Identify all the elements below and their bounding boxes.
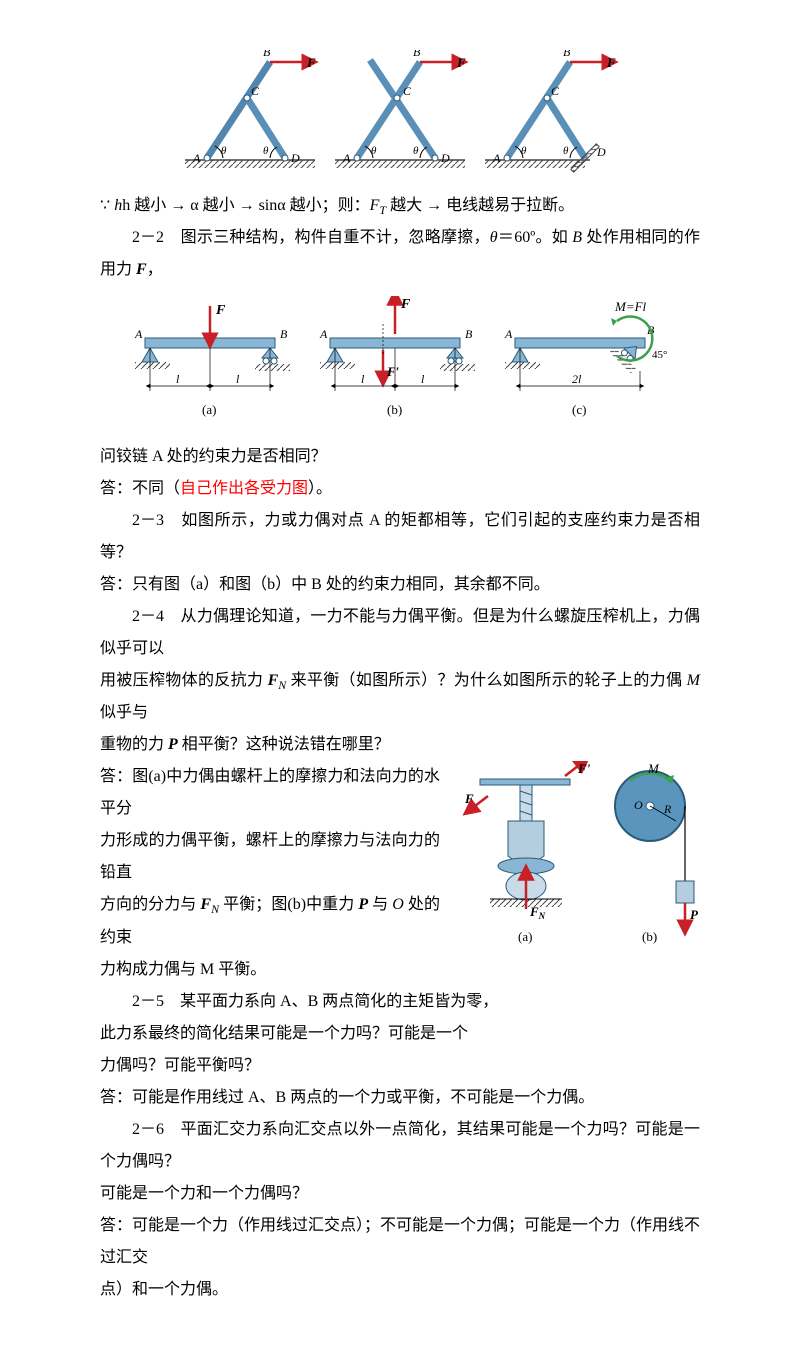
svg-text:θ: θ xyxy=(221,145,227,157)
q-2-2: 2－2 图示三种结构，构件自重不计，忽略摩擦，θ＝60º。如 B 处作用相同的作… xyxy=(100,222,700,286)
q-2-5-l1: 2－5 某平面力系向 A、B 两点简化的主矩皆为零， xyxy=(100,986,700,1018)
q-2-6-l2: 可能是一个力和一个力偶吗？ xyxy=(100,1178,700,1210)
svg-text:R: R xyxy=(663,802,672,816)
a-2-6-l1: 答：可能是一个力（作用线过汇交点）；不可能是一个力偶；可能是一个力（作用线不过汇… xyxy=(100,1210,700,1274)
a-2-3: 答：只有图（a）和图（b）中 B 处的约束力相同，其余都不同。 xyxy=(100,569,700,601)
svg-text:l: l xyxy=(361,372,365,386)
svg-text:F: F xyxy=(464,791,474,806)
q-2-5-l2: 此力系最终的简化结果可能是一个力吗？可能是一个 xyxy=(100,1018,700,1050)
svg-text:C: C xyxy=(251,84,260,98)
svg-text:l: l xyxy=(176,372,180,386)
svg-text:F′: F′ xyxy=(386,364,400,379)
svg-text:D: D xyxy=(290,151,300,165)
line-h-alpha: ∵ hh 越小 → α 越小 → sinα 越小；则：FT 越大 → 电线越易于… xyxy=(100,190,700,222)
svg-text:P: P xyxy=(690,907,699,922)
figure-2-4: F F' FN (a) O R M P (b) xyxy=(450,761,700,963)
svg-text:C: C xyxy=(551,84,560,98)
svg-text:A: A xyxy=(192,151,201,165)
svg-text:B: B xyxy=(563,50,571,59)
figure-2-3: A B F l l (a) A B F F′ xyxy=(100,296,700,431)
svg-text:l: l xyxy=(236,372,240,386)
svg-text:θ: θ xyxy=(521,145,527,157)
svg-text:A: A xyxy=(319,327,328,341)
svg-text:A: A xyxy=(134,327,143,341)
svg-text:B: B xyxy=(280,327,288,341)
svg-text:θ: θ xyxy=(371,145,377,157)
svg-text:l: l xyxy=(421,372,425,386)
q-2-2-tail: 问铰链 A 处的约束力是否相同？ xyxy=(100,441,700,473)
svg-text:M: M xyxy=(647,761,660,776)
svg-text:(b): (b) xyxy=(642,929,657,944)
svg-text:M=Fl: M=Fl xyxy=(614,299,647,314)
svg-text:D: D xyxy=(440,151,450,165)
svg-text:(a): (a) xyxy=(518,929,532,944)
svg-text:D: D xyxy=(596,145,606,159)
svg-text:O: O xyxy=(634,798,643,812)
svg-text:(b): (b) xyxy=(387,402,402,417)
svg-text:2l: 2l xyxy=(572,372,582,386)
svg-text:B: B xyxy=(413,50,421,59)
svg-text:θ: θ xyxy=(563,145,569,157)
a-2-2: 答：不同（自己作出各受力图）。 xyxy=(100,473,700,505)
svg-text:(a): (a) xyxy=(202,402,216,417)
svg-text:A: A xyxy=(342,151,351,165)
svg-text:θ: θ xyxy=(263,145,269,157)
q-2-4-l1: 2－4 从力偶理论知道，一力不能与力偶平衡。但是为什么螺旋压榨机上，力偶似乎可以 xyxy=(100,601,700,665)
svg-text:F: F xyxy=(606,55,616,70)
svg-text:A: A xyxy=(492,151,501,165)
q-2-4-l3: 重物的力 P 相平衡？这种说法错在哪里？ xyxy=(100,729,700,761)
svg-text:F': F' xyxy=(577,761,591,776)
a-2-6-l2: 点）和一个力偶。 xyxy=(100,1274,700,1306)
svg-text:F: F xyxy=(306,55,316,70)
a-2-5: 答：可能是作用线过 A、B 两点的一个力或平衡，不可能是一个力偶。 xyxy=(100,1082,700,1114)
svg-text:F: F xyxy=(215,303,226,318)
svg-text:F: F xyxy=(400,297,411,312)
q-2-6-l1: 2－6 平面汇交力系向汇交点以外一点简化，其结果可能是一个力吗？可能是一个力偶吗… xyxy=(100,1114,700,1178)
svg-text:(c): (c) xyxy=(572,402,586,417)
svg-text:B: B xyxy=(263,50,271,59)
q-2-3: 2－3 如图所示，力或力偶对点 A 的矩都相等，它们引起的支座约束力是否相等？ xyxy=(100,505,700,569)
q-2-4-l2: 用被压榨物体的反抗力 FN 来平衡（如图所示）？为什么如图所示的轮子上的力偶 M… xyxy=(100,665,700,729)
svg-text:C: C xyxy=(403,84,412,98)
svg-text:B: B xyxy=(465,327,473,341)
svg-text:45°: 45° xyxy=(652,349,667,361)
figure-2-2-top: B F C A D θ θ B F C A D θ θ xyxy=(100,50,700,180)
svg-text:A: A xyxy=(504,327,513,341)
svg-text:F: F xyxy=(456,55,466,70)
q-2-5-l3: 力偶吗？可能平衡吗？ xyxy=(100,1050,700,1082)
svg-text:θ: θ xyxy=(413,145,419,157)
